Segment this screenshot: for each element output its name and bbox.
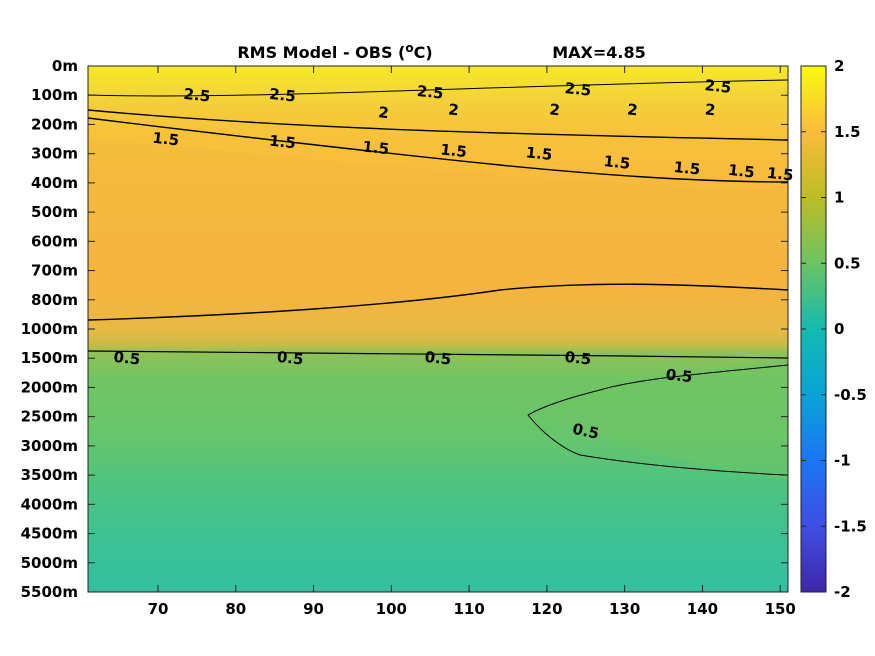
x-tick-label: 110 — [453, 600, 484, 618]
contour-label: 0.5 — [276, 348, 304, 369]
chart-title: RMS Model - OBS (oC) — [237, 41, 432, 62]
y-tick-label: 600m — [31, 232, 78, 250]
contour-label: 1.5 — [603, 152, 631, 173]
colorbar-axis: 2 1.5 1 0.5 0 -0.5 -1 -1.5 -2 — [801, 57, 867, 601]
y-tick-label: 100m — [31, 86, 78, 104]
y-tick-label: 4500m — [21, 525, 78, 543]
max-annotation: MAX=4.85 — [552, 43, 646, 62]
contour-label: 1.5 — [152, 129, 180, 150]
x-tick-label: 130 — [609, 600, 640, 618]
plot-area — [88, 66, 788, 592]
x-tick-label: 150 — [765, 600, 796, 618]
contour-label: 1.5 — [439, 140, 467, 161]
colorbar-tick-label: -1.5 — [834, 517, 867, 535]
contour-label: 1.5 — [362, 137, 390, 158]
y-tick-label: 3000m — [21, 437, 78, 455]
x-axis: 70 80 90 100 110 120 130 140 150 — [148, 66, 796, 618]
contour-label: 2.5 — [183, 85, 211, 106]
contour-line-1-deep — [88, 283, 788, 321]
contour-label: 1.5 — [727, 161, 755, 182]
contour-line-2-5 — [88, 79, 788, 97]
contour-line-0-5-upper — [88, 350, 788, 359]
contour-line-0-5-lobe — [527, 364, 788, 476]
colorbar-tick-label: -1 — [834, 452, 851, 470]
y-tick-label: 700m — [31, 262, 78, 280]
contour-label: 0.5 — [113, 348, 141, 369]
x-tick-label: 120 — [531, 600, 562, 618]
y-tick-label: 300m — [31, 145, 78, 163]
colorbar-tick-label: 0.5 — [834, 254, 861, 272]
ochre-band — [88, 140, 788, 320]
y-tick-label: 5000m — [21, 554, 78, 572]
colorbar-tick-label: 0 — [834, 320, 844, 338]
y-tick-label: 200m — [31, 115, 78, 133]
contour-label: 2.5 — [564, 79, 592, 100]
contour-label: 2 — [549, 100, 561, 119]
y-tick-label: 5500m — [21, 583, 78, 601]
contour-label: 0.5 — [571, 420, 601, 443]
deep-green-patch — [530, 360, 788, 480]
contour-label: 2 — [377, 103, 389, 122]
colorbar-tick-label: 1.5 — [834, 123, 861, 141]
contour-label: 0.5 — [665, 365, 693, 386]
y-tick-label: 3500m — [21, 466, 78, 484]
y-tick-label: 400m — [31, 174, 78, 192]
y-tick-label: 2500m — [21, 408, 78, 426]
contour-label: 2.5 — [268, 85, 296, 106]
x-tick-label: 140 — [687, 600, 718, 618]
colorbar-tick-label: 1 — [834, 189, 844, 207]
contour-label: 2.5 — [704, 76, 732, 97]
contour-label: 2 — [626, 100, 638, 119]
x-tick-label: 80 — [225, 600, 246, 618]
y-tick-label: 0m — [52, 57, 78, 75]
x-tick-label: 100 — [376, 600, 407, 618]
colorbar-tick-label: 2 — [834, 57, 844, 75]
contour-line-1-5 — [88, 117, 788, 183]
contour-label: 1.5 — [766, 164, 794, 185]
contour-label: 2 — [704, 100, 716, 119]
contour-line-2 — [88, 109, 788, 141]
contour-labels: 1.5 1.5 1.5 1.5 1.5 1.5 1.5 1.5 1.52 2 2 2 22.5 2.5 2.… — [113, 76, 795, 443]
y-tick-label: 500m — [31, 203, 78, 221]
y-axis: 0m 100m 200m 300m 400m 500m 600m 700m 800m 1000m 1… — [21, 57, 788, 601]
y-tick-label: 2000m — [21, 378, 78, 396]
contour-label: 2 — [447, 100, 459, 119]
y-tick-label: 1000m — [21, 320, 78, 338]
contour-label: 2.5 — [416, 82, 444, 103]
contour-label: 0.5 — [564, 348, 592, 369]
contour-label: 1.5 — [525, 143, 553, 164]
x-tick-label: 70 — [148, 600, 169, 618]
y-tick-label: 1500m — [21, 349, 78, 367]
heatmap-field — [88, 66, 788, 592]
y-tick-label: 4000m — [21, 495, 78, 513]
contour-label: 1.5 — [268, 132, 296, 153]
colorbar-tick-label: -0.5 — [834, 386, 867, 404]
y-tick-label: 800m — [31, 291, 78, 309]
contour-label: 1.5 — [673, 158, 701, 179]
contour-label: 0.5 — [424, 348, 452, 369]
x-tick-label: 90 — [303, 600, 324, 618]
colorbar-tick-label: -2 — [834, 583, 851, 601]
